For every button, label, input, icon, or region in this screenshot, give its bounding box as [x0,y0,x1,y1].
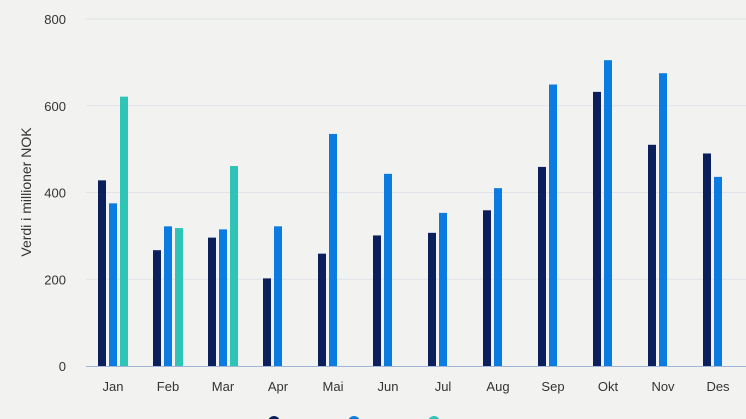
bar-series-2-apr [274,226,282,366]
bar-series-1-apr [263,278,271,366]
bar-series-1-aug [483,210,491,366]
legend-marker-series-3 [428,416,440,419]
legend-marker-series-2 [348,416,360,419]
x-tick-label: Aug [486,379,509,394]
x-tick-label: Jul [435,379,452,394]
x-tick-label: Sep [541,379,564,394]
x-tick-label: Apr [268,379,289,394]
x-tick-label: Jan [103,379,124,394]
bar-series-1-mar [208,237,216,366]
bars [98,60,722,367]
x-tick-label: Okt [598,379,619,394]
x-tick-label: Feb [157,379,179,394]
bar-series-2-okt [604,60,612,367]
bar-series-1-jan [98,180,106,366]
y-axis-label: Verdi i millioner NOK [18,127,34,257]
x-tick-label: Mai [323,379,344,394]
bar-series-1-sep [538,166,546,366]
legend [268,416,440,419]
y-tick-label: 600 [44,99,66,114]
bar-series-2-jan [109,203,117,366]
bar-series-3-mar [230,166,238,366]
bar-series-2-mar [219,229,227,366]
x-axis-ticks: Jan Feb Mar Apr Mai Jun Jul Aug Sep Okt Nov Des [103,379,731,394]
bar-series-2-des [714,176,722,366]
bar-series-2-sep [549,84,557,366]
bar-series-2-nov [659,73,667,366]
bar-series-3-jan [120,96,128,367]
bar-series-1-des [703,153,711,366]
bar-series-1-jul [428,232,436,366]
bar-series-1-feb [153,250,161,366]
bar-series-2-feb [164,226,172,366]
bar-series-2-jun [384,173,392,366]
bar-series-1-jun [373,235,381,366]
bar-series-1-okt [593,91,601,367]
bar-series-2-jul [439,212,447,366]
y-tick-label: 0 [59,359,66,374]
bar-series-2-mai [329,133,337,366]
bar-series-1-nov [648,144,656,366]
y-tick-label: 800 [44,12,66,27]
y-axis-ticks: 0 200 400 600 800 [44,12,66,374]
y-tick-label: 200 [44,272,66,287]
bar-series-2-aug [494,188,502,366]
x-tick-label: Mar [212,379,235,394]
x-tick-label: Nov [651,379,675,394]
x-tick-label: Des [706,379,730,394]
x-tick-label: Jun [378,379,399,394]
bar-series-3-feb [175,228,183,366]
bar-series-1-mai [318,253,326,366]
y-tick-label: 400 [44,186,66,201]
legend-marker-series-1 [268,416,280,419]
gridlines [86,18,746,280]
